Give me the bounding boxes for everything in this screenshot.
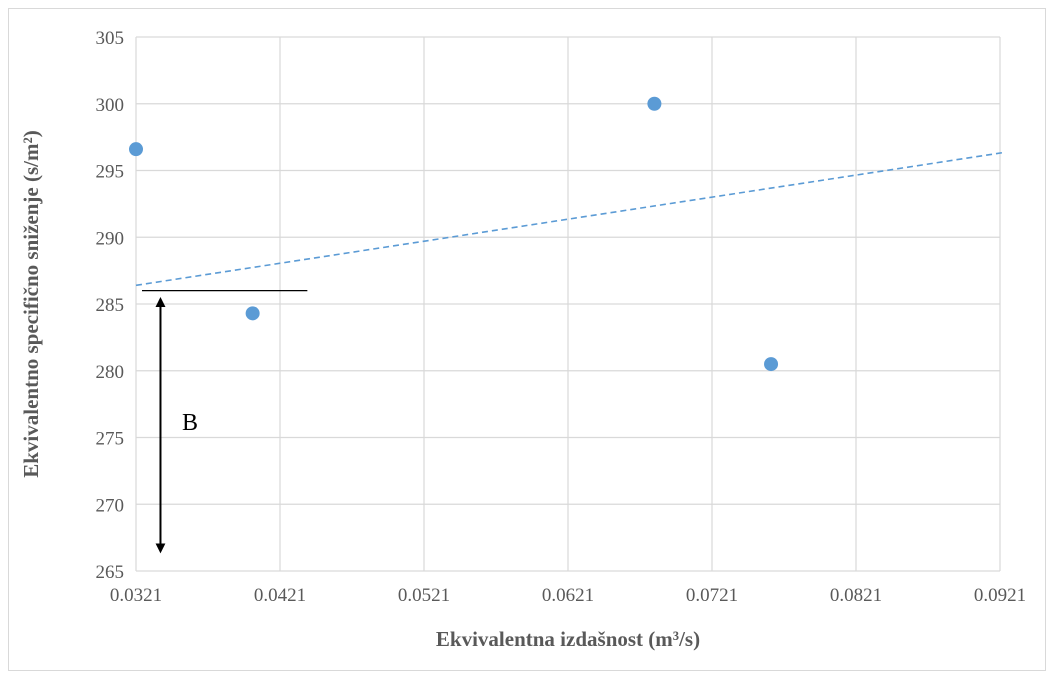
y-tick-label: 285: [96, 295, 125, 316]
y-tick-label: 280: [96, 362, 125, 383]
y-tick-label: 290: [96, 228, 125, 249]
data-point: [129, 142, 143, 157]
x-tick-label: 0.0721: [686, 585, 738, 606]
x-tick-label: 0.0321: [110, 585, 162, 606]
chart-frame: [8, 8, 1046, 671]
gridlines: [135, 36, 1001, 572]
x-tick-label: 0.0921: [974, 585, 1026, 606]
data-point: [245, 306, 260, 321]
x-tick-label: 0.0521: [398, 585, 450, 606]
trendline: [135, 151, 1005, 287]
x-tick-labels: 0.0321 0.0421 0.0521 0.0621 0.0721 0.0821 0.09…: [110, 585, 1026, 606]
x-tick-label: 0.0821: [830, 585, 882, 606]
y-axis-title: Ekvivalentno specifično sniženje (s/m²): [19, 130, 43, 478]
data-point: [764, 357, 779, 372]
data-points: [129, 96, 779, 372]
y-tick-label: 300: [96, 95, 125, 116]
y-tick-label: 305: [96, 28, 125, 49]
x-tick-label: 0.0421: [254, 585, 306, 606]
y-tick-label: 275: [96, 429, 125, 450]
annotation-label: B: [182, 410, 198, 436]
annotation-group: [142, 290, 308, 554]
y-tick-label: 265: [96, 562, 125, 583]
x-axis-title: Ekvivalentna izdašnost (m³/s): [436, 627, 700, 651]
y-tick-label: 270: [96, 495, 125, 516]
y-tick-labels: 265 270 275 280 285 290 295 300 305: [96, 28, 125, 583]
trendline-path: [135, 151, 1005, 287]
x-tick-label: 0.0621: [542, 585, 594, 606]
data-point: [647, 96, 662, 111]
y-tick-label: 295: [96, 162, 125, 183]
